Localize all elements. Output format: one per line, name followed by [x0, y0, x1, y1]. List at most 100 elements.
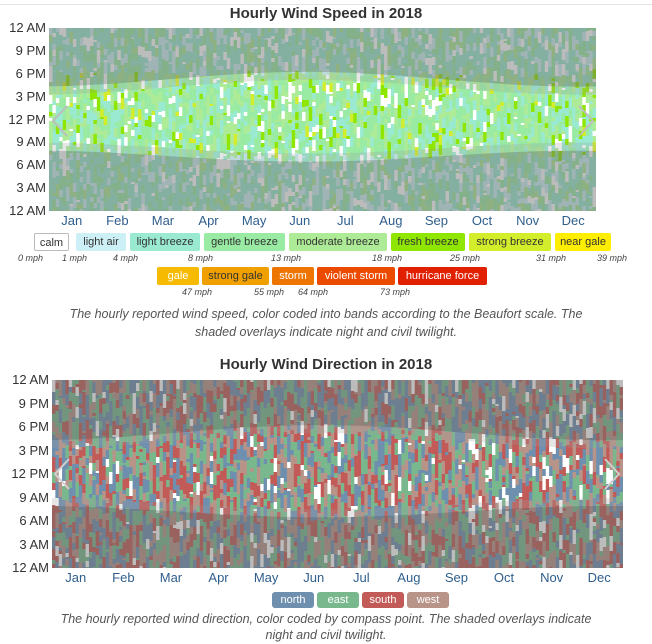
heatmap-cell	[264, 120, 268, 125]
heatmap-cell	[326, 82, 330, 85]
heatmap-cell	[521, 125, 525, 128]
heatmap-cell	[346, 85, 350, 89]
heatmap-cell	[531, 95, 535, 103]
heatmap-cell	[538, 112, 542, 115]
heatmap-cell	[179, 95, 183, 98]
y-tick-label: 12 AM	[1, 203, 46, 218]
heatmap-cell	[326, 105, 330, 112]
heatmap-cell	[73, 119, 77, 130]
heatmap-cell	[271, 100, 275, 108]
heatmap-cell	[206, 145, 210, 151]
heatmap-cell	[295, 79, 299, 86]
heatmap-cell	[281, 119, 285, 128]
heatmap-cell	[302, 121, 306, 126]
heatmap-cell	[422, 113, 426, 117]
heatmap-cell	[381, 118, 385, 125]
x-tick-label: Aug	[366, 213, 416, 228]
heatmap-cell	[179, 140, 183, 145]
heatmap-cell	[199, 114, 203, 125]
heatmap-cell	[199, 94, 203, 99]
heatmap-cell	[493, 94, 497, 102]
heatmap-cell	[446, 136, 450, 141]
heatmap-cell	[240, 131, 244, 136]
heatmap-cell	[346, 125, 350, 133]
heatmap-cell	[97, 108, 101, 111]
heatmap-cell	[152, 111, 156, 115]
heatmap-cell	[473, 100, 477, 110]
heatmap-cell	[80, 138, 84, 141]
heatmap-cell	[487, 106, 491, 109]
heatmap-cell	[466, 124, 470, 131]
heatmap-cell	[541, 118, 545, 126]
heatmap-cell	[251, 147, 255, 152]
heatmap-cell	[439, 95, 443, 101]
heatmap-cell	[452, 108, 456, 117]
heatmap-cell	[463, 138, 467, 141]
heatmap-cell	[281, 94, 285, 96]
prev-arrow-icon[interactable]	[50, 104, 70, 138]
heatmap-cell	[182, 115, 186, 124]
heatmap-cell	[131, 119, 135, 125]
heatmap-cell	[285, 92, 289, 97]
x-tick-label: Mar	[138, 213, 188, 228]
heatmap-cell	[497, 111, 501, 118]
heatmap-cell	[213, 105, 217, 112]
heatmap-cell	[189, 115, 193, 123]
heatmap-cell	[213, 129, 217, 135]
heatmap-cell	[148, 102, 152, 109]
heatmap-cell	[182, 106, 186, 115]
heatmap-cell	[206, 104, 210, 115]
heatmap-cell	[432, 110, 436, 115]
heatmap-cell	[79, 475, 83, 485]
y-tick-label: 9 AM	[4, 490, 49, 505]
heatmap-cell	[340, 111, 344, 117]
x-tick-label: May	[229, 213, 279, 228]
heatmap-cell	[179, 103, 183, 107]
heatmap-cell	[497, 137, 501, 146]
heatmap-cell	[350, 86, 354, 96]
heatmap-cell	[500, 94, 504, 102]
heatmap-cell	[186, 115, 190, 125]
heatmap-cell	[316, 98, 320, 108]
heatmap-cell	[346, 108, 350, 116]
heatmap-cell	[487, 127, 491, 135]
heatmap-cell	[531, 112, 535, 116]
heatmap-cell	[555, 114, 559, 116]
heatmap-cell	[504, 132, 508, 135]
heatmap-cell	[524, 115, 528, 118]
heatmap-cell	[59, 98, 63, 101]
heatmap-cell	[521, 135, 525, 141]
heatmap-cell	[326, 139, 330, 141]
heatmap-cell	[76, 125, 80, 133]
heatmap-cell	[186, 103, 190, 110]
heatmap-cell	[408, 109, 412, 111]
heatmap-cell	[316, 117, 320, 125]
heatmap-cell	[435, 120, 439, 123]
heatmap-cell	[374, 123, 378, 130]
heatmap-cell	[210, 135, 214, 144]
heatmap-cell	[446, 88, 450, 95]
heatmap-cell	[387, 128, 391, 139]
heatmap-cell	[268, 140, 272, 146]
heatmap-cell	[428, 133, 432, 139]
heatmap-cell	[92, 446, 96, 455]
heatmap-cell	[271, 114, 275, 123]
heatmap-cell	[206, 131, 210, 136]
heatmap-cell	[70, 131, 74, 136]
heatmap-cell	[394, 144, 398, 148]
heatmap-cell	[80, 123, 84, 127]
heatmap-cell	[89, 474, 93, 486]
y-tick-label: 9 PM	[4, 396, 49, 411]
heatmap-cell	[343, 140, 347, 145]
heatmap-cell	[514, 119, 518, 123]
heatmap-cell	[545, 106, 549, 114]
heatmap-cell	[405, 87, 409, 98]
heatmap-cell	[398, 116, 402, 118]
heatmap-cell	[336, 138, 340, 140]
next-arrow-icon[interactable]	[576, 104, 596, 138]
heatmap-cell	[234, 111, 238, 117]
heatmap-cell	[504, 126, 508, 132]
heatmap-cell	[299, 145, 303, 154]
heatmap-cell	[141, 91, 145, 100]
heatmap-cell	[158, 112, 162, 115]
